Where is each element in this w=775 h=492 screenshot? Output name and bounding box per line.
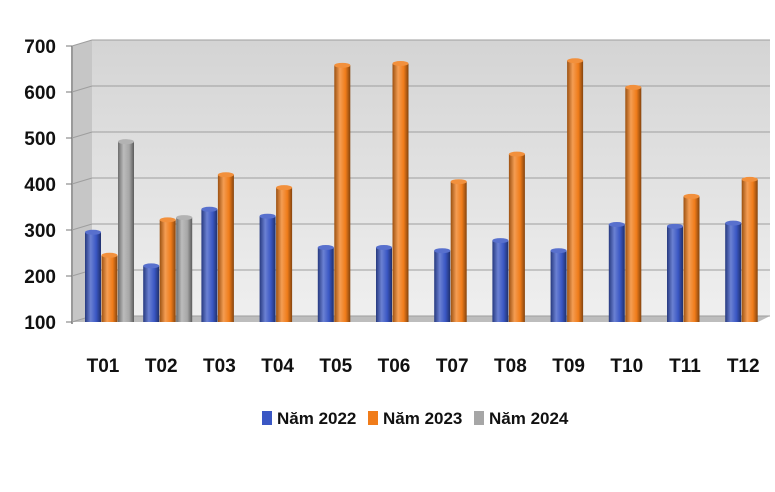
bar-T02-2: [159, 217, 176, 322]
gridline-side: [71, 223, 93, 231]
x-tick-label-T08: T08: [494, 356, 527, 377]
y-tick-label: 300: [24, 221, 56, 242]
x-tick-label-T05: T05: [319, 356, 352, 377]
y-tick-label: 200: [24, 267, 56, 288]
bar-T07-2: [450, 179, 467, 322]
x-tick-label-T01: T01: [87, 356, 120, 377]
legend-item-1: Năm 2022: [262, 409, 356, 428]
bar-T01-2: [101, 252, 118, 322]
bar-T11-2: [683, 193, 700, 322]
bar-T08-1: [492, 238, 509, 322]
legend-label: Năm 2023: [383, 409, 462, 428]
gridline-side: [71, 39, 93, 47]
y-axis-ticks: 100 200 300 400 500 600 700: [24, 37, 56, 334]
bar-T03-1: [201, 206, 218, 322]
x-tick-label-T11: T11: [669, 356, 701, 377]
legend: Năm 2022 Năm 2023 Năm 2024: [262, 409, 569, 428]
gridline-side: [71, 177, 93, 185]
y-tick-label: 500: [24, 129, 56, 150]
legend-swatch: [262, 411, 272, 425]
y-tick-label: 400: [24, 175, 56, 196]
y-tick-label: 100: [24, 313, 56, 334]
legend-swatch: [368, 411, 378, 425]
legend-item-2: Năm 2023: [368, 409, 462, 428]
x-tick-label-T09: T09: [552, 356, 585, 377]
bar-T11-1: [667, 223, 683, 322]
x-axis-categories: T01 T02 T03 T04 T05 T06 T07 T08 T09 T10 T11 T12: [87, 356, 760, 377]
bar-T12-2: [741, 176, 758, 322]
bar-T01-1: [85, 229, 101, 322]
y-tick-label: 700: [24, 37, 56, 58]
bar-T02-3: [176, 215, 193, 322]
bar-T05-1: [317, 244, 334, 322]
bar-T08-2: [508, 151, 525, 322]
bar-T07-1: [434, 248, 451, 322]
gridline-side: [71, 131, 93, 139]
floor: [72, 316, 770, 322]
x-tick-label-T02: T02: [145, 356, 178, 377]
legend-swatch: [474, 411, 484, 425]
bar-T05-2: [334, 62, 351, 322]
x-tick-label-T03: T03: [203, 356, 236, 377]
x-tick-label-T10: T10: [610, 356, 643, 377]
bar-T04-1: [259, 213, 276, 322]
x-tick-label-T06: T06: [378, 356, 411, 377]
gridline-side: [71, 85, 93, 93]
legend-item-3: Năm 2024: [474, 409, 569, 428]
x-tick-label-T04: T04: [261, 356, 294, 377]
bar-T06-2: [392, 60, 409, 322]
bar-T10-1: [608, 221, 625, 322]
bars: [85, 58, 758, 323]
bar-T12-1: [725, 220, 742, 322]
bar-T01-3: [118, 139, 134, 322]
bar-T10-2: [625, 84, 642, 323]
y-tick-label: 600: [24, 83, 56, 104]
bar-T09-2: [567, 58, 584, 322]
bar-T03-2: [217, 172, 234, 322]
bar-T04-2: [276, 185, 293, 322]
bar-T02-1: [143, 263, 160, 322]
legend-label: Năm 2022: [277, 409, 356, 428]
legend-label: Năm 2024: [489, 409, 569, 428]
bar-T06-1: [376, 244, 392, 322]
x-tick-label-T07: T07: [436, 356, 469, 377]
bar-T09-1: [550, 248, 567, 322]
x-tick-label-T12: T12: [727, 356, 760, 377]
